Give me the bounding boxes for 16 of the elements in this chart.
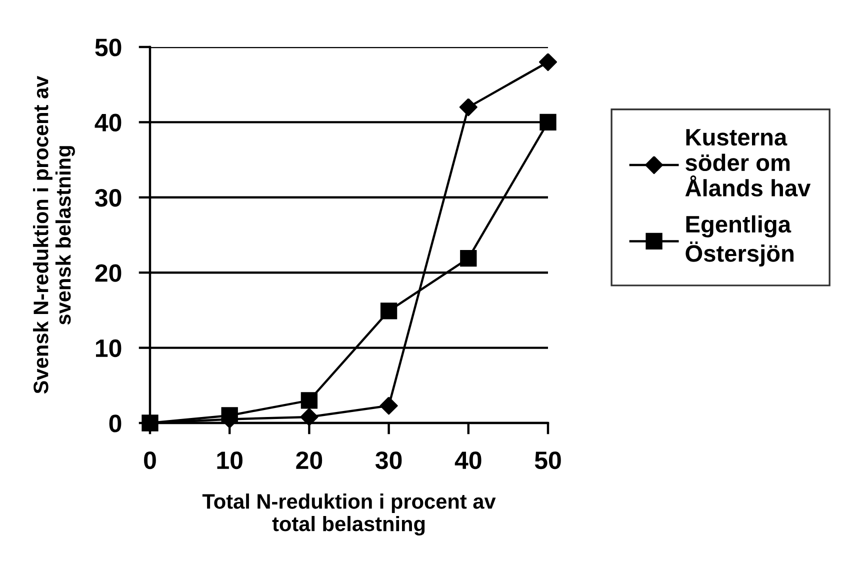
- y-tick-label: 20: [95, 264, 122, 282]
- x-tick-label: 10: [217, 451, 242, 470]
- legend-label: Kusterna söder om Ålands hav: [685, 129, 811, 196]
- legend-label: Egentliga Östersjön: [686, 215, 794, 267]
- x-tick-label: 40: [454, 451, 482, 470]
- x-tick-label: 20: [296, 451, 322, 470]
- y-tick-label: 0: [109, 414, 122, 432]
- y-tick-label: 10: [96, 339, 122, 358]
- x-tick-label: 30: [375, 451, 402, 470]
- y-tick-label: 30: [94, 189, 122, 207]
- y-tick-label: 40: [94, 114, 122, 132]
- x-axis-title: Total N-reduktion i procent av total belastning: [202, 494, 496, 536]
- y-axis-title: Svensk N-reduktion i procent av svensk belastning: [33, 76, 75, 394]
- y-tick-label: 50: [95, 38, 122, 56]
- x-tick-label: 0: [144, 451, 156, 470]
- x-tick-label: 50: [534, 451, 561, 470]
